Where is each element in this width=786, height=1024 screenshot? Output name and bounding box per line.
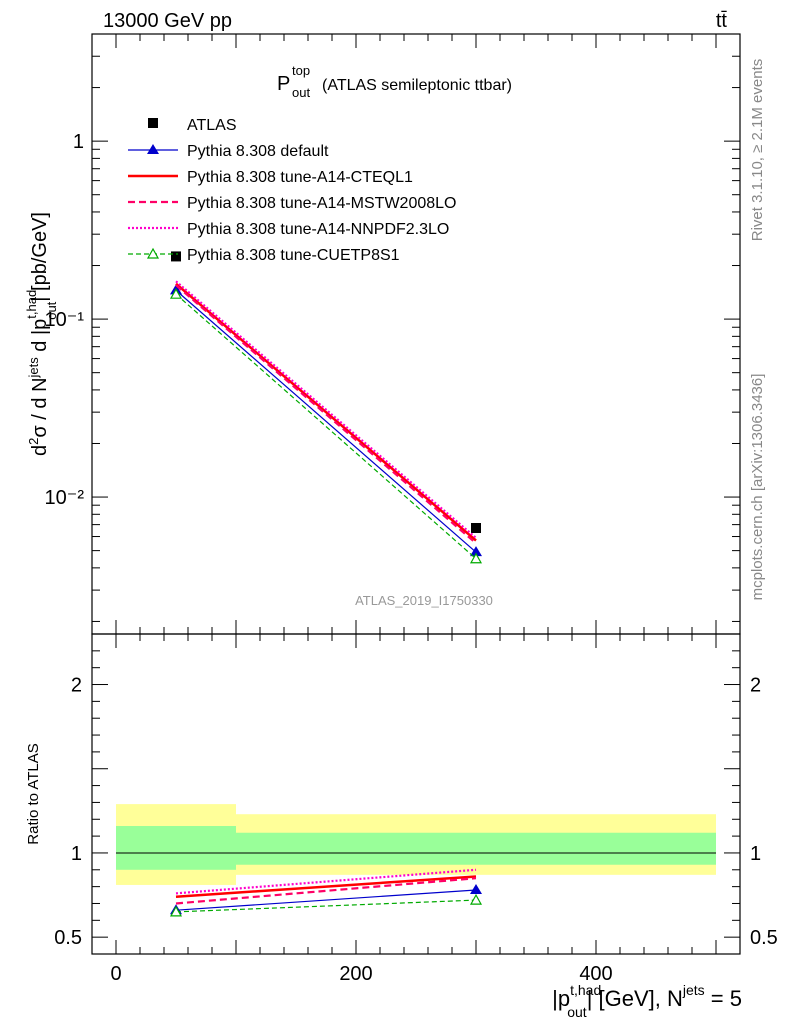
ratio-ytick-label-left-1: 1 bbox=[71, 843, 82, 865]
ratio-panel: 0.5 0.5 1 1 2 2 0 200 400 Ratio to ATLAS |pt,ha… bbox=[25, 633, 778, 1020]
ratio-line-default bbox=[175, 889, 477, 911]
series-line-cteql1 bbox=[175, 282, 477, 542]
ratio-xlabel: |pt,had out| [GeV], Njets = 5 bbox=[552, 982, 742, 1020]
mcplots-label: mcplots.cern.ch [arXiv:1306.3436] bbox=[749, 374, 766, 601]
uncertainty-band-inner-0 bbox=[116, 826, 236, 870]
marker-cuetp8s1-0 bbox=[169, 287, 183, 299]
analysis-watermark: ATLAS_2019_I1750330 bbox=[355, 593, 493, 608]
ratio-frame bbox=[91, 633, 741, 955]
rivet-label: Rivet 3.1.10, ≥ 2.1M events bbox=[749, 59, 766, 242]
ratio-xtick-label-1: 200 bbox=[339, 963, 372, 985]
legend-label-cuetp8s1: Pythia 8.308 tune-CUETP8S1 bbox=[187, 247, 400, 264]
title-rest: (ATLAS semileptonic ttbar) bbox=[322, 77, 512, 94]
atlas-data-point-0 bbox=[171, 251, 181, 262]
series-line-default bbox=[175, 289, 477, 553]
ratio-ylabel: Ratio to ATLAS bbox=[25, 743, 42, 844]
energy-label: 13000 GeV pp bbox=[103, 10, 232, 32]
ratio-xlabel-text: |pt,had out| [GeV], Njets = 5 bbox=[552, 982, 742, 1020]
legend-marker-cuetp8s1 bbox=[146, 247, 160, 259]
marker-default-1 bbox=[470, 546, 482, 557]
ratio-line-cteql1 bbox=[175, 875, 477, 898]
ratio-ytick-label-left-0: 0.5 bbox=[54, 927, 82, 949]
legend-marker-default bbox=[147, 144, 159, 154]
ratio-line-cuetp8s1 bbox=[175, 899, 477, 913]
series-line-mstw bbox=[175, 284, 477, 545]
legend-marker-atlas bbox=[148, 118, 158, 128]
marker-cuetp8s1-1 bbox=[469, 552, 483, 564]
ratio-ytick-label-right-0: 0.5 bbox=[750, 927, 778, 949]
ratio-ytick-label-right-1: 1 bbox=[750, 843, 761, 865]
marker-ratio-cuetp8s1-0 bbox=[169, 905, 183, 917]
legend: ATLAS Pythia 8.308 default Pythia 8.308 … bbox=[128, 117, 456, 264]
series-line-cuetp8s1 bbox=[175, 293, 477, 560]
plot-title: P top out (ATLAS semileptonic ttbar) bbox=[277, 63, 512, 100]
main-ytick-label-2: 1 bbox=[73, 131, 84, 153]
title-main: P bbox=[277, 73, 290, 95]
main-ylabel: d2σ / d Njets d |pt,had out| [pb/GeV] bbox=[24, 212, 59, 456]
title-sup: top bbox=[292, 63, 310, 78]
ratio-line-mstw bbox=[175, 877, 477, 905]
main-panel: 10⁻² 10⁻¹ 1 ATLAS_2019_I1750330 P top out … bbox=[24, 33, 741, 635]
series-line-nnpdf bbox=[175, 280, 477, 539]
ratio-xtick-label-0: 0 bbox=[110, 963, 121, 985]
uncertainty-band-inner-1 bbox=[236, 832, 716, 865]
marker-ratio-cuetp8s1-1 bbox=[469, 893, 483, 905]
atlas-data-point-1 bbox=[471, 523, 481, 534]
main-ytick-label-1: 10⁻¹ bbox=[45, 309, 85, 331]
legend-label-nnpdf: Pythia 8.308 tune-A14-NNPDF2.3LO bbox=[187, 221, 449, 238]
legend-label-cteql1: Pythia 8.308 tune-A14-CTEQL1 bbox=[187, 169, 413, 186]
legend-label-mstw: Pythia 8.308 tune-A14-MSTW2008LO bbox=[187, 195, 456, 212]
ratio-ticks bbox=[92, 634, 740, 954]
ratio-ytick-label-right-2: 2 bbox=[750, 675, 761, 697]
legend-label-default: Pythia 8.308 default bbox=[187, 143, 329, 160]
marker-ratio-default-1 bbox=[470, 884, 482, 894]
main-ylabel-text: d2σ / d Njets d |pt,had out| [pb/GeV] bbox=[24, 212, 59, 456]
ratio-ytick-label-left-2: 2 bbox=[71, 675, 82, 697]
main-ticks bbox=[92, 33, 740, 634]
process-label: tt̄ bbox=[716, 10, 728, 32]
ratio-xtick-label-2: 400 bbox=[579, 963, 612, 985]
legend-label-atlas: ATLAS bbox=[187, 117, 237, 134]
title-sub: out bbox=[292, 85, 310, 100]
main-ytick-label-0: 10⁻² bbox=[45, 487, 85, 509]
